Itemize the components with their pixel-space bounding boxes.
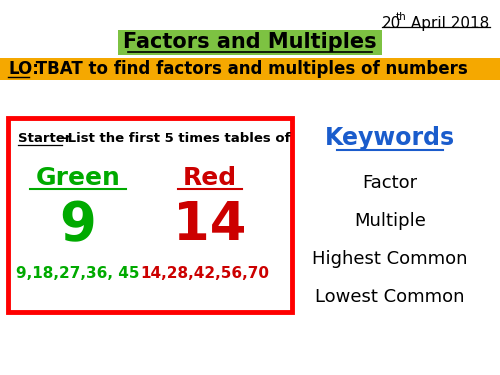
- Text: Factor: Factor: [362, 174, 418, 192]
- FancyBboxPatch shape: [0, 58, 500, 80]
- Text: Highest Common: Highest Common: [312, 250, 468, 268]
- Text: Keywords: Keywords: [325, 126, 455, 150]
- Text: Red: Red: [183, 166, 237, 190]
- Text: Green: Green: [36, 166, 120, 190]
- Text: Factors and Multiples: Factors and Multiples: [123, 33, 377, 53]
- Text: -List the first 5 times tables of: -List the first 5 times tables of: [62, 132, 290, 144]
- Text: Multiple: Multiple: [354, 212, 426, 230]
- FancyBboxPatch shape: [118, 30, 382, 55]
- Text: TBAT to find factors and multiples of numbers: TBAT to find factors and multiples of nu…: [30, 60, 468, 78]
- Text: 9,18,27,36, 45: 9,18,27,36, 45: [16, 266, 140, 280]
- Text: 20: 20: [382, 16, 401, 31]
- Text: 9: 9: [60, 199, 96, 251]
- Text: 14,28,42,56,70: 14,28,42,56,70: [140, 266, 270, 280]
- Text: Lowest Common: Lowest Common: [316, 288, 465, 306]
- Text: th: th: [396, 12, 407, 22]
- Text: April 2018: April 2018: [406, 16, 489, 31]
- FancyBboxPatch shape: [8, 118, 292, 312]
- Text: Starter: Starter: [18, 132, 76, 144]
- Text: LO:: LO:: [8, 60, 39, 78]
- Text: 14: 14: [174, 199, 246, 251]
